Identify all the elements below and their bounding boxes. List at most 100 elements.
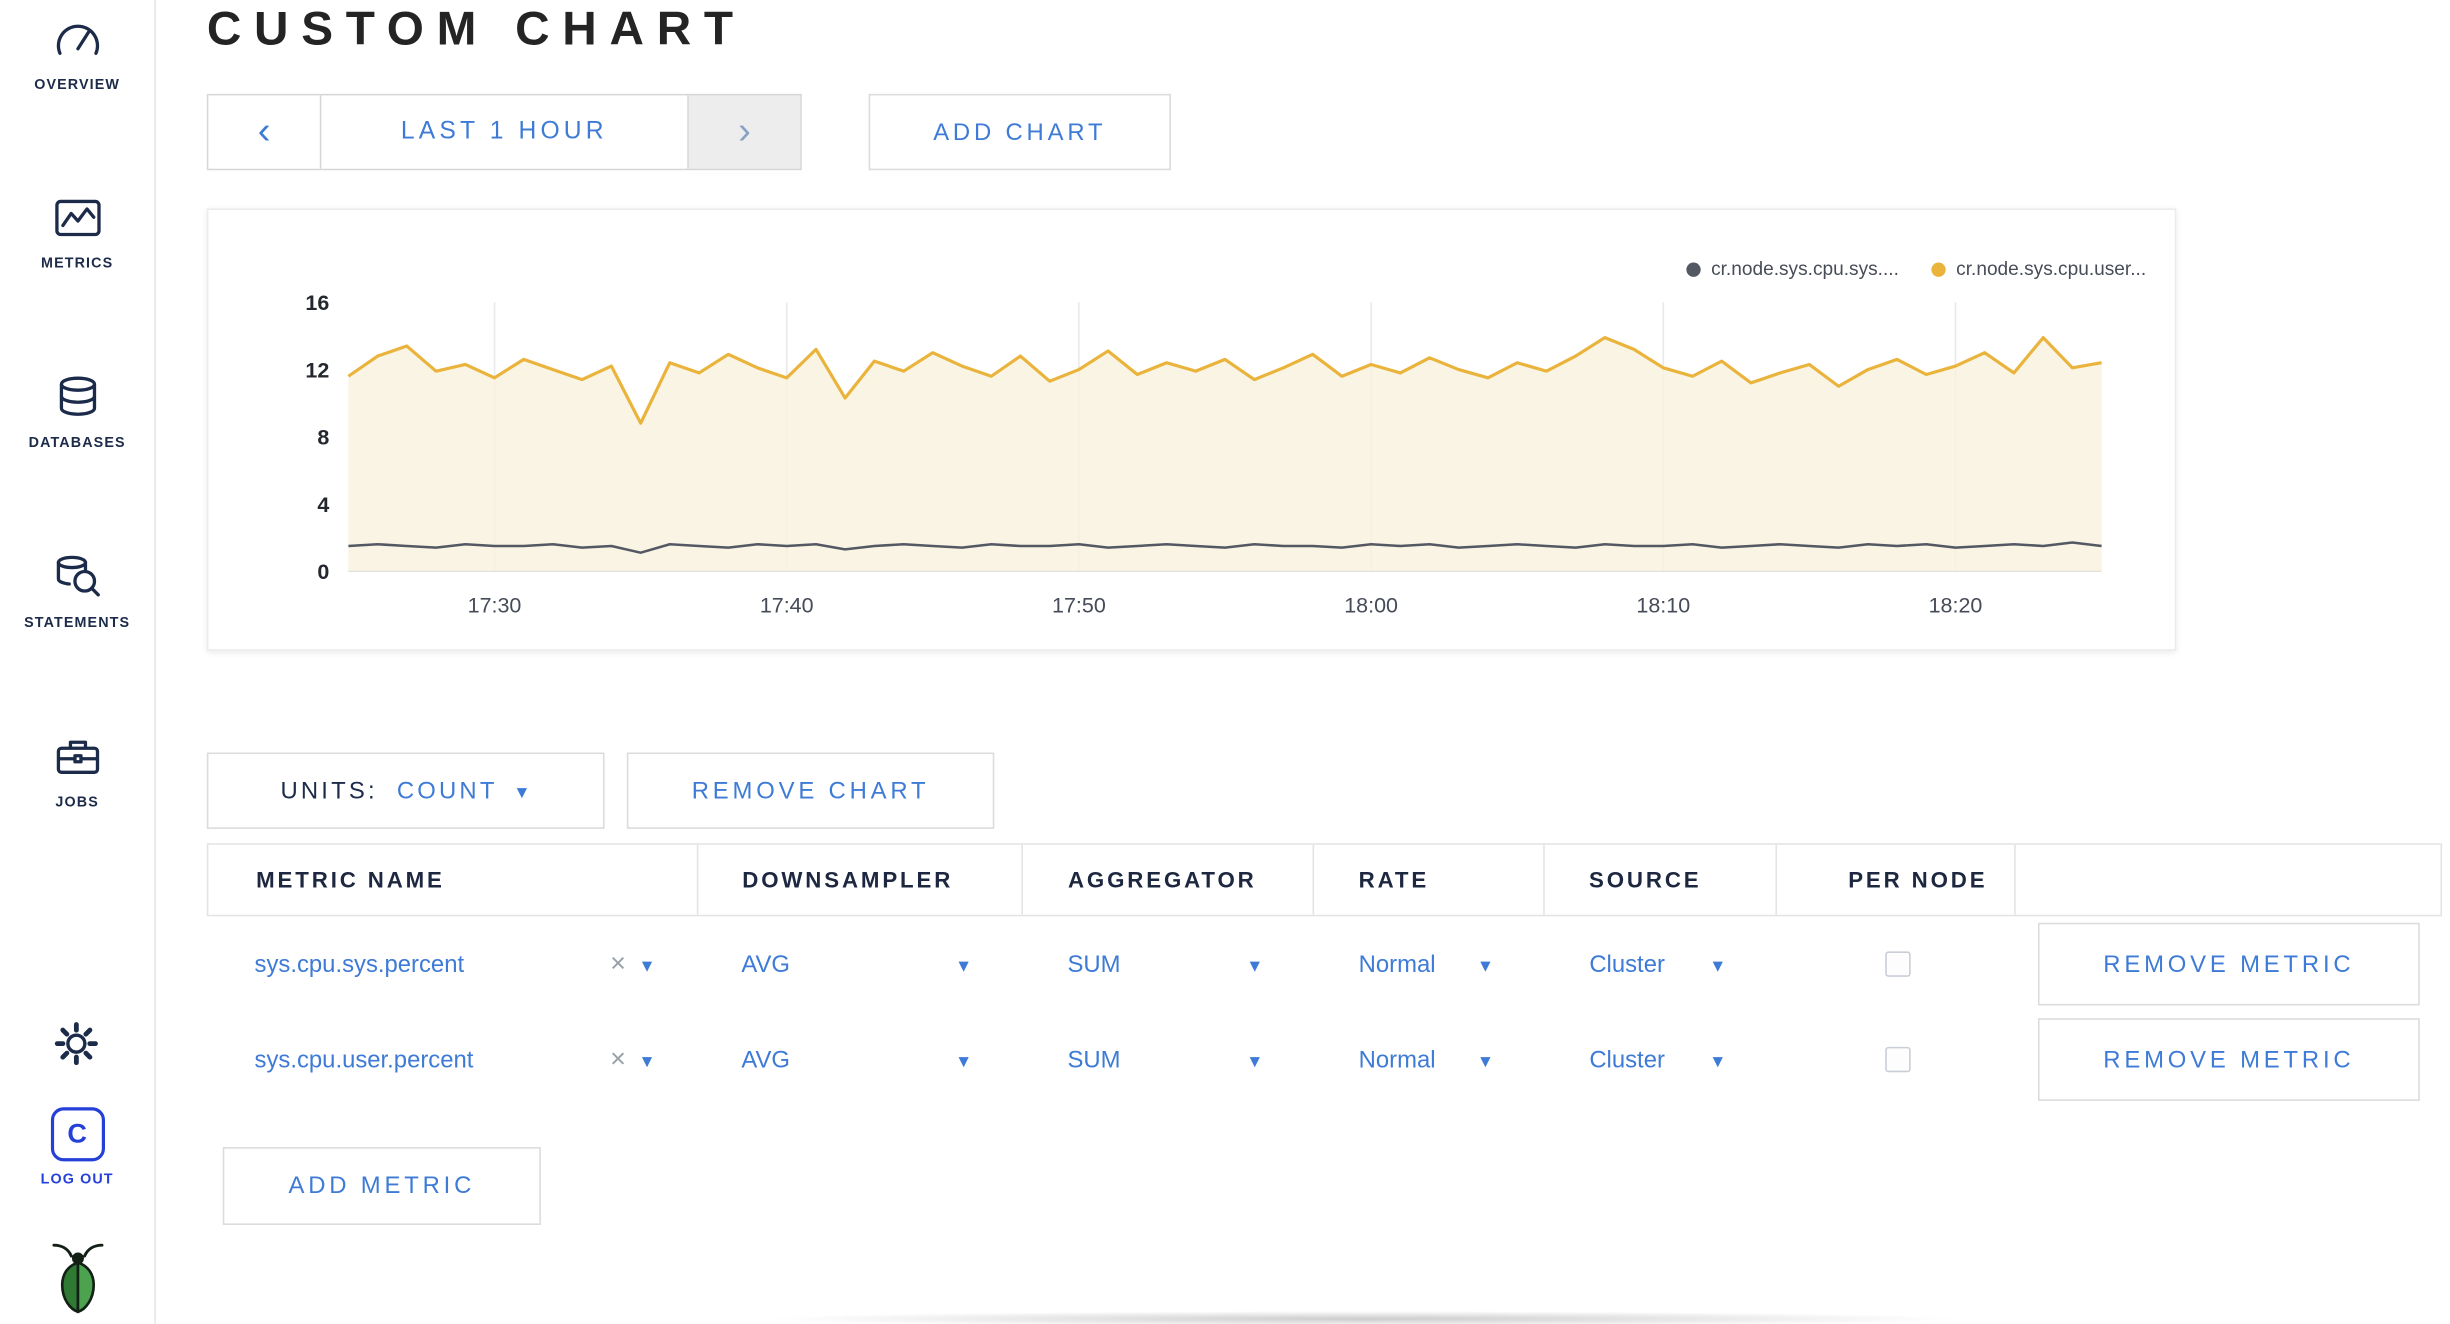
col-header-actions (2016, 845, 2440, 915)
caret-down-icon: ▾ (958, 952, 969, 977)
svg-text:17:30: 17:30 (468, 594, 522, 618)
source-value: Cluster (1589, 950, 1665, 978)
source-select[interactable]: Cluster ▾ (1545, 916, 1777, 1011)
main-content: CUSTOM CHART ‹ LAST 1 HOUR › ADD CHART c… (154, 0, 2450, 1324)
time-range-prev-button[interactable]: ‹ (208, 95, 320, 169)
caret-down-icon: ▾ (1249, 1047, 1261, 1072)
sidebar-item-label: JOBS (55, 793, 99, 810)
col-header-source: SOURCE (1544, 844, 1777, 915)
sidebar-item-overview[interactable]: OVERVIEW (0, 13, 154, 93)
metric-name-cell[interactable]: sys.cpu.sys.percent × ▾ (207, 916, 697, 1011)
caret-down-icon: ▾ (1480, 952, 1491, 977)
sidebar-item-jobs[interactable]: JOBS (0, 730, 154, 810)
sidebar-item-label: DATABASES (28, 434, 126, 451)
per-node-checkbox[interactable] (1884, 1046, 1910, 1073)
units-value: COUNT (396, 777, 498, 805)
overview-gauge-icon (50, 13, 104, 67)
col-header-rate: RATE (1314, 844, 1545, 915)
caret-down-icon: ▾ (1712, 952, 1723, 977)
time-range-selector: ‹ LAST 1 HOUR › (206, 93, 802, 171)
legend-dot-user (1930, 261, 1946, 277)
page-bottom-shadow (758, 1310, 1968, 1324)
legend-item-user[interactable]: cr.node.sys.cpu.user... (1930, 257, 2147, 281)
svg-text:18:00: 18:00 (1344, 594, 1398, 618)
sidebar-logo[interactable] (0, 1238, 154, 1324)
source-select[interactable]: Cluster ▾ (1545, 1012, 1777, 1107)
svg-text:18:20: 18:20 (1929, 594, 1983, 618)
downsampler-value: AVG (741, 950, 791, 978)
svg-text:8: 8 (317, 426, 329, 450)
metric-row: sys.cpu.sys.percent × ▾ AVG ▾ SUM ▾ Norm… (207, 916, 2442, 1011)
sidebar-item-label: OVERVIEW (34, 76, 121, 93)
statements-search-icon (50, 550, 104, 604)
source-value: Cluster (1589, 1046, 1665, 1074)
caret-down-icon: ▾ (1249, 952, 1261, 977)
metrics-chart-icon (50, 191, 104, 245)
aggregator-select[interactable]: SUM ▾ (1023, 1012, 1314, 1107)
sidebar: OVERVIEW METRICS DATABASES (0, 0, 156, 1324)
sidebar-item-metrics[interactable]: METRICS (0, 191, 154, 271)
gear-icon (50, 1018, 104, 1072)
metric-table: METRIC NAME DOWNSAMPLER AGGREGATOR RATE … (206, 843, 2443, 1107)
sidebar-settings[interactable] (0, 1018, 154, 1072)
time-range-next-button[interactable]: › (688, 95, 801, 169)
sidebar-logout[interactable]: C LOG OUT (0, 1107, 154, 1187)
svg-text:12: 12 (305, 358, 329, 382)
legend-dot-sys (1685, 261, 1700, 277)
rate-select[interactable]: Normal ▾ (1314, 1012, 1545, 1107)
add-chart-button[interactable]: ADD CHART (868, 93, 1171, 171)
caret-down-icon: ▾ (641, 952, 653, 977)
legend-label: cr.node.sys.cpu.user... (1956, 257, 2147, 281)
sidebar-item-statements[interactable]: STATEMENTS (0, 550, 154, 630)
col-header-metric-name: METRIC NAME (208, 844, 698, 915)
clear-metric-icon[interactable]: × (610, 948, 626, 979)
cockroach-bug-logo-icon (44, 1238, 111, 1324)
metric-name-cell[interactable]: sys.cpu.user.percent × ▾ (207, 1012, 697, 1107)
svg-text:17:50: 17:50 (1052, 594, 1106, 618)
aggregator-value: SUM (1067, 950, 1121, 978)
sidebar-item-label: METRICS (41, 254, 114, 271)
legend-label: cr.node.sys.cpu.sys.... (1711, 257, 1899, 281)
chevron-left-icon: ‹ (257, 109, 271, 153)
page-title: CUSTOM CHART (206, 3, 746, 56)
custom-chart-card: cr.node.sys.cpu.sys.... cr.node.sys.cpu.… (206, 208, 2177, 651)
col-header-aggregator: AGGREGATOR (1023, 844, 1315, 915)
metric-name: sys.cpu.sys.percent (254, 950, 465, 978)
caret-down-icon: ▾ (641, 1047, 653, 1072)
sidebar-item-databases[interactable]: DATABASES (0, 371, 154, 451)
add-metric-button[interactable]: ADD METRIC (222, 1147, 541, 1226)
col-header-per-node: PER NODE (1776, 844, 2017, 915)
units-dropdown[interactable]: UNITS: COUNT ▾ (206, 752, 605, 829)
downsampler-select[interactable]: AVG ▾ (697, 916, 1023, 1011)
chart-legend: cr.node.sys.cpu.sys.... cr.node.sys.cpu.… (1685, 257, 2147, 281)
logout-icon: C (50, 1107, 105, 1162)
aggregator-select[interactable]: SUM ▾ (1023, 916, 1314, 1011)
per-node-checkbox[interactable] (1884, 951, 1910, 977)
remove-metric-button[interactable]: REMOVE METRIC (2037, 922, 2420, 1006)
logout-label: LOG OUT (40, 1170, 114, 1187)
aggregator-value: SUM (1067, 1046, 1121, 1074)
remove-metric-button[interactable]: REMOVE METRIC (2037, 1018, 2420, 1101)
metric-name: sys.cpu.user.percent (254, 1046, 474, 1074)
clear-metric-icon[interactable]: × (610, 1043, 626, 1074)
caret-down-icon: ▾ (1712, 1047, 1723, 1072)
metric-row: sys.cpu.user.percent × ▾ AVG ▾ SUM ▾ Nor… (207, 1012, 2442, 1107)
svg-text:0: 0 (317, 560, 329, 584)
rate-select[interactable]: Normal ▾ (1314, 916, 1545, 1011)
downsampler-select[interactable]: AVG ▾ (697, 1012, 1023, 1107)
metrics-chart-svg: 17:30 17:40 17:50 18:00 18:10 18:20 0 4 8 12 16 (305, 291, 2102, 618)
downsampler-value: AVG (741, 1046, 791, 1074)
svg-text:4: 4 (317, 493, 329, 517)
col-header-downsampler: DOWNSAMPLER (698, 844, 1024, 915)
remove-chart-button[interactable]: REMOVE CHART (626, 752, 995, 829)
rate-value: Normal (1358, 950, 1436, 978)
legend-item-sys[interactable]: cr.node.sys.cpu.sys.... (1685, 257, 1899, 281)
time-range-dropdown[interactable]: LAST 1 HOUR (319, 95, 689, 169)
database-icon (50, 371, 104, 425)
briefcase-icon (50, 730, 104, 784)
caret-down-icon: ▾ (958, 1047, 969, 1072)
caret-down-icon: ▾ (516, 778, 531, 803)
svg-text:18:10: 18:10 (1636, 594, 1690, 618)
metric-table-header: METRIC NAME DOWNSAMPLER AGGREGATOR RATE … (206, 843, 2443, 917)
